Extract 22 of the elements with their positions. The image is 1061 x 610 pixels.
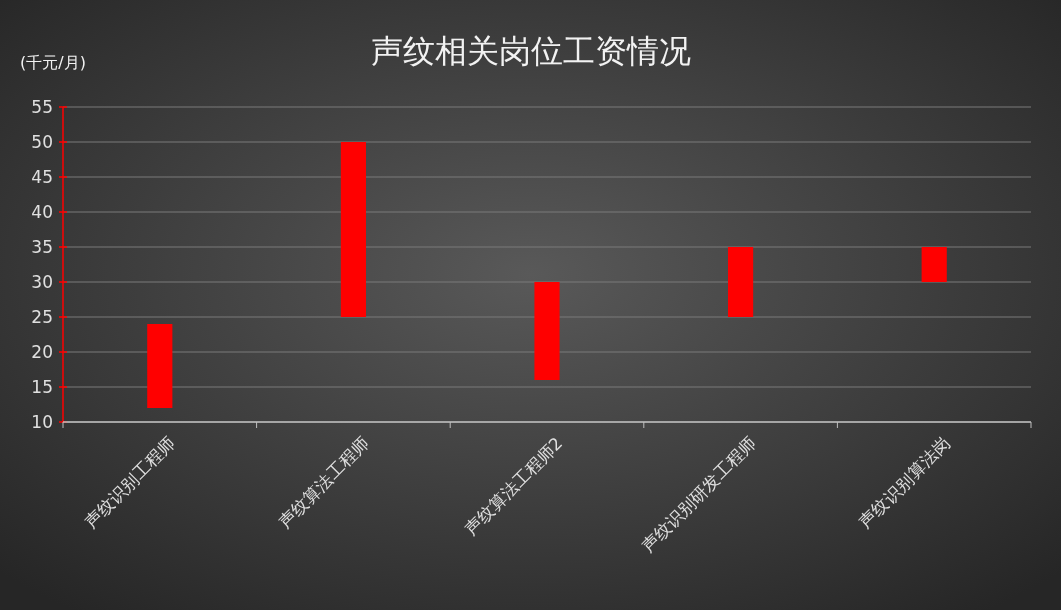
y-tick-label: 10: [31, 411, 53, 432]
x-tick-label: 声纹算法工程师: [274, 433, 373, 532]
bar: [728, 247, 754, 317]
x-tick-label: 声纹识别工程师: [80, 433, 180, 532]
y-tick-label: 20: [31, 341, 53, 362]
y-axis-title: (千元/月): [20, 53, 86, 72]
y-tick-label: 50: [31, 131, 53, 152]
bar: [534, 282, 560, 380]
y-tick-label: 15: [31, 376, 53, 397]
y-tick-label: 55: [31, 96, 53, 117]
y-tick-label: 40: [31, 201, 53, 222]
x-tick-label: 声纹算法工程师2: [460, 433, 567, 540]
x-tick-label: 声纹识别算法岗: [855, 433, 954, 532]
bar: [147, 324, 173, 408]
y-tick-label: 25: [31, 306, 53, 327]
x-tick-label: 声纹识别研发工程师: [637, 433, 760, 556]
bar: [921, 247, 947, 282]
y-tick-label: 45: [31, 166, 53, 187]
bar: [340, 142, 366, 317]
y-tick-label: 35: [31, 236, 53, 257]
chart-title: 声纹相关岗位工资情况: [370, 32, 691, 70]
y-tick-label: 30: [31, 271, 53, 292]
